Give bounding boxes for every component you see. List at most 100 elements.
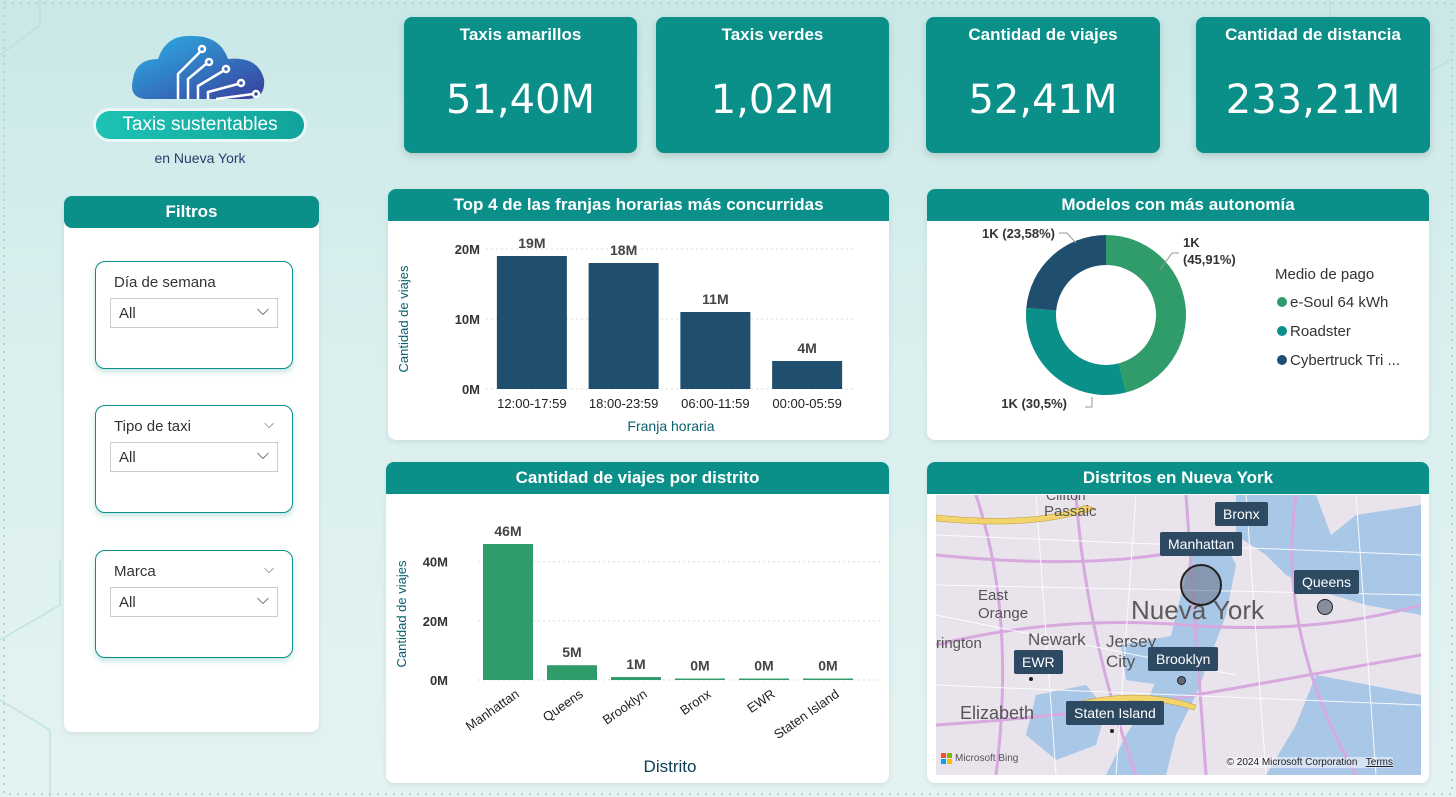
tooltip-label: Staten Island <box>1074 705 1156 721</box>
copyright-text: © 2024 Microsoft Corporation <box>1226 757 1358 768</box>
bubble-brooklyn[interactable] <box>1177 676 1186 685</box>
y-tick-label: 0M <box>462 382 480 397</box>
bar <box>547 665 597 680</box>
bar <box>483 544 533 680</box>
data-label: 18M <box>610 242 637 258</box>
y-tick-label: 20M <box>423 614 448 629</box>
data-label: 0M <box>754 658 773 674</box>
bar <box>611 677 661 680</box>
slicer-tipo-taxi[interactable]: Tipo de taxi ⌵ All ⌵ <box>95 405 293 513</box>
legend-label: Roadster <box>1290 323 1351 340</box>
map-copyright: © 2024 Microsoft Corporation Terms <box>1226 757 1393 768</box>
cloud-circuit-icon <box>132 35 265 101</box>
city-label-newark: Newark <box>1028 630 1086 649</box>
data-label: 19M <box>518 235 545 251</box>
kpi-taxis-amarillos: Taxis amarillos 51,40M <box>404 17 637 153</box>
y-tick-label: 10M <box>455 312 480 327</box>
data-label: 0M <box>690 658 709 674</box>
x-tick-label: EWR <box>744 686 777 716</box>
logo-title: Taxis sustentables <box>122 114 278 135</box>
map-area[interactable]: Nueva York Passaic East Orange Newark Je… <box>936 495 1421 775</box>
bar <box>680 312 751 389</box>
y-tick-label: 20M <box>455 242 480 257</box>
legend-marker <box>1277 297 1287 307</box>
tooltip-label: Brooklyn <box>1156 651 1211 667</box>
x-tick-label: 00:00-05:59 <box>772 396 841 411</box>
x-tick-label: Bronx <box>677 686 714 718</box>
bubble-ewr[interactable] <box>1029 677 1033 681</box>
bing-logo: Microsoft Bing <box>941 753 1018 764</box>
x-axis-title: Franja horaria <box>627 418 714 434</box>
city-label-rington: rington <box>936 635 982 652</box>
marca-dropdown[interactable]: All ⌵ <box>110 587 278 617</box>
slicer-marca[interactable]: Marca ⌵ All ⌵ <box>95 550 293 658</box>
viajes-distrito-chart-card[interactable]: Cantidad de viajes por distrito 0M 20M 40M… <box>386 462 889 783</box>
city-label-passaic: Passaic <box>1044 503 1097 520</box>
bing-label: Microsoft Bing <box>955 753 1019 764</box>
bubble-manhattan[interactable] <box>1180 564 1222 606</box>
slicer-label: Marca <box>114 563 156 580</box>
kpi-cantidad-distancia: Cantidad de distancia 233,21M <box>1196 17 1430 153</box>
kpi-value: 51,40M <box>445 77 596 123</box>
tooltip-bronx: Bronx <box>1215 502 1268 526</box>
dropdown-value: All <box>119 449 136 466</box>
bar <box>496 256 567 389</box>
leader-line <box>1085 397 1093 408</box>
kpi-value: 233,21M <box>1225 77 1401 123</box>
donut-chart-modelos: 1K (45,91%) 1K (30,5%) 1K (23,58%) Medio de … <box>982 226 1400 411</box>
bar-chart-franjas: 0M 10M 20M 19M 12:00-17:59 18M 18:00-23:59 11M 0… <box>396 235 853 434</box>
slicer-dia-semana[interactable]: Día de semana All ⌵ <box>95 261 293 369</box>
x-tick-label: Brooklyn <box>600 686 650 727</box>
franjas-horarias-chart-card[interactable]: Top 4 de las franjas horarias más concur… <box>388 189 889 440</box>
slicer-label: Día de semana <box>114 274 216 291</box>
slice-data-label: (45,91%) <box>1183 252 1236 267</box>
map-base <box>936 495 1421 775</box>
data-label: 1M <box>626 656 645 672</box>
bar <box>739 678 789 680</box>
leader-line <box>1059 232 1077 244</box>
leader-line <box>1159 252 1179 271</box>
chevron-down-icon[interactable]: ⌵ <box>256 302 269 319</box>
bubble-queens[interactable] <box>1317 599 1333 615</box>
bar <box>772 361 843 389</box>
tooltip-manhattan: Manhattan <box>1160 532 1243 556</box>
y-axis-title: Cantidad de viajes <box>396 265 411 372</box>
modelos-autonomia-chart-card[interactable]: Modelos con más autonomía 1K (45,91%) 1K (… <box>927 189 1429 440</box>
windows-icon <box>941 753 952 764</box>
chevron-down-icon[interactable]: ⌵ <box>264 416 274 431</box>
tooltip-brooklyn: Brooklyn <box>1148 647 1219 671</box>
data-label: 11M <box>702 291 728 307</box>
legend-marker <box>1277 355 1287 365</box>
kpi-value: 52,41M <box>968 77 1118 123</box>
chevron-down-icon[interactable]: ⌵ <box>256 591 269 608</box>
tooltip-label: Bronx <box>1223 506 1260 522</box>
legend-title: Medio de pago <box>1275 266 1374 283</box>
y-tick-label: 0M <box>430 673 448 688</box>
logo: Taxis sustentables en Nueva York <box>88 14 318 174</box>
x-axis-title: Distrito <box>644 757 697 776</box>
bubble-staten-island[interactable] <box>1110 729 1114 733</box>
donut-slice <box>1106 235 1186 393</box>
terms-link[interactable]: Terms <box>1365 757 1393 768</box>
chevron-down-icon[interactable]: ⌵ <box>264 561 274 576</box>
slice-data-label: 1K <box>1183 235 1200 250</box>
tooltip-ewr: EWR <box>1014 650 1063 674</box>
chart-title: Cantidad de viajes por distrito <box>386 462 889 494</box>
tooltip-queens: Queens <box>1294 570 1360 594</box>
data-label: 5M <box>562 644 581 660</box>
tooltip-label: Manhattan <box>1168 536 1235 552</box>
chevron-down-icon[interactable]: ⌵ <box>256 446 269 463</box>
map-card[interactable]: Distritos en Nueva York <box>927 462 1429 783</box>
chart-title: Modelos con más autonomía <box>927 189 1429 221</box>
legend-label: e-Soul 64 kWh <box>1290 294 1388 311</box>
dropdown-value: All <box>119 594 136 611</box>
x-tick-label: Manhattan <box>463 686 522 734</box>
kpi-title: Taxis amarillos <box>459 25 582 44</box>
legend-label: Cybertruck Tri ... <box>1290 352 1400 369</box>
kpi-cantidad-viajes: Cantidad de viajes 52,41M <box>926 17 1160 153</box>
dia-semana-dropdown[interactable]: All ⌵ <box>110 298 278 328</box>
city-label-jersey-city: Jersey City <box>1106 632 1157 671</box>
x-tick-label: 12:00-17:59 <box>497 396 566 411</box>
tipo-taxi-dropdown[interactable]: All ⌵ <box>110 442 278 472</box>
legend-marker <box>1277 326 1287 336</box>
